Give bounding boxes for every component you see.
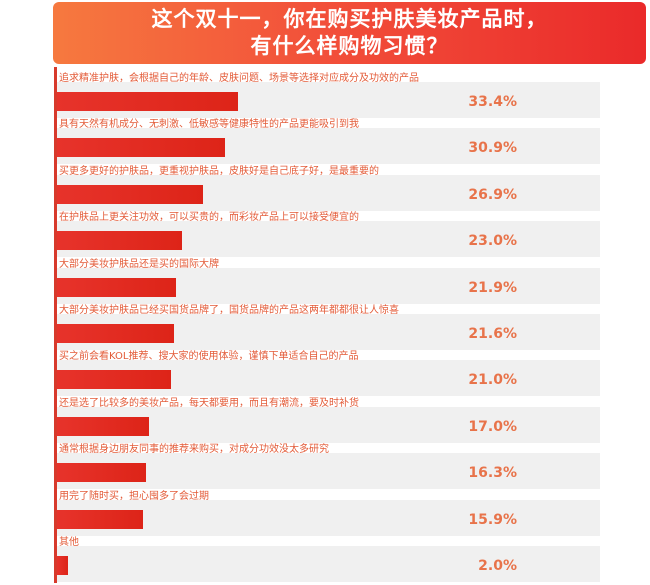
category-axis-line: [54, 67, 57, 583]
value-label: 16.3%: [468, 465, 517, 482]
bar-row: 具有天然有机成分、无刺激、低敏感等健康特性的产品更能吸引到我 30.9%: [57, 118, 600, 165]
bar-track: [57, 546, 600, 582]
category-label: 大部分美妆护肤品已经买国货品牌了，国货品牌的产品这两年都都很让人惊喜: [59, 305, 399, 316]
bar-row: 大部分美妆护肤品还是买的国际大牌 21.9%: [57, 258, 600, 304]
bar: [57, 231, 182, 251]
category-label: 用完了随时买，担心囤多了会过期: [59, 490, 209, 502]
category-label: 在护肤品上更关注功效，可以买贵的，而彩妆产品上可以接受便宜的: [59, 212, 359, 224]
chart-title-line-1: 这个双十一，你在购买护肤美妆产品时，: [151, 7, 548, 31]
value-label: 26.9%: [468, 186, 517, 203]
bar-track: [57, 499, 600, 536]
bar-row: 通常根据身边朋友同事的推荐来购买，对成分功效没太多研究 16.3%: [57, 443, 600, 490]
category-label: 买之前会看KOL推荐、搜大家的使用体验，谨慎下单适合自己的产品: [59, 351, 359, 363]
value-label: 33.4%: [468, 94, 517, 110]
bar-row: 买之前会看KOL推荐、搜大家的使用体验，谨慎下单适合自己的产品 21.0%: [57, 350, 600, 397]
bar-row: 其他 2.0%: [57, 536, 600, 582]
category-label: 追求精准护肤，会根据自己的年龄、皮肤问题、场景等选择对应成分及功效的产品: [59, 73, 419, 84]
value-label: 30.9%: [468, 140, 517, 157]
bar-row: 买更多更好的护肤品，更重视护肤品，皮肤好是自己底子好，是最重要的 26.9%: [57, 165, 600, 211]
bar: [57, 138, 225, 158]
bar-row: 用完了随时买，担心囤多了会过期 15.9%: [57, 490, 600, 536]
value-label: 21.9%: [468, 279, 517, 296]
bar-track: [57, 453, 600, 490]
bar-row: 还是选了比较多的美妆产品，每天都要用，而且有潮流，要及时补货 17.0%: [57, 397, 600, 443]
bar: [57, 416, 150, 436]
value-label: 2.0%: [478, 558, 517, 574]
bar: [57, 324, 175, 343]
bar: [57, 370, 172, 390]
title-banner: 这个双十一，你在购买护肤美妆产品时， 有什么样购物习惯？: [53, 2, 646, 64]
bar: [57, 92, 239, 111]
category-label: 大部分美妆护肤品还是买的国际大牌: [59, 258, 219, 270]
category-label: 还是选了比较多的美妆产品，每天都要用，而且有潮流，要及时补货: [59, 397, 359, 409]
value-label: 15.9%: [468, 511, 517, 528]
bar-row: 大部分美妆护肤品已经买国货品牌了，国货品牌的产品这两年都都很让人惊喜 21.6%: [57, 304, 600, 350]
chart-title-line-2: 有什么样购物习惯？: [250, 34, 449, 58]
bar: [57, 556, 68, 575]
value-label: 17.0%: [468, 418, 517, 435]
bar: [57, 509, 144, 529]
value-label: 23.0%: [468, 233, 517, 250]
category-label: 买更多更好的护肤品，更重视护肤品，皮肤好是自己底子好，是最重要的: [59, 165, 379, 177]
category-label: 其他: [59, 537, 79, 548]
value-label: 21.0%: [468, 372, 517, 389]
category-label: 具有天然有机成分、无刺激、低敏感等健康特性的产品更能吸引到我: [59, 119, 359, 131]
bar-row: 在护肤品上更关注功效，可以买贵的，而彩妆产品上可以接受便宜的 23.0%: [57, 211, 600, 258]
category-label: 通常根据身边朋友同事的推荐来购买，对成分功效没太多研究: [59, 444, 329, 456]
bar: [57, 184, 204, 204]
bar: [57, 463, 146, 483]
bar: [57, 277, 176, 297]
bar-row: 追求精准护肤，会根据自己的年龄、皮肤问题、场景等选择对应成分及功效的产品 33.4…: [57, 72, 600, 118]
value-label: 21.6%: [468, 326, 517, 342]
